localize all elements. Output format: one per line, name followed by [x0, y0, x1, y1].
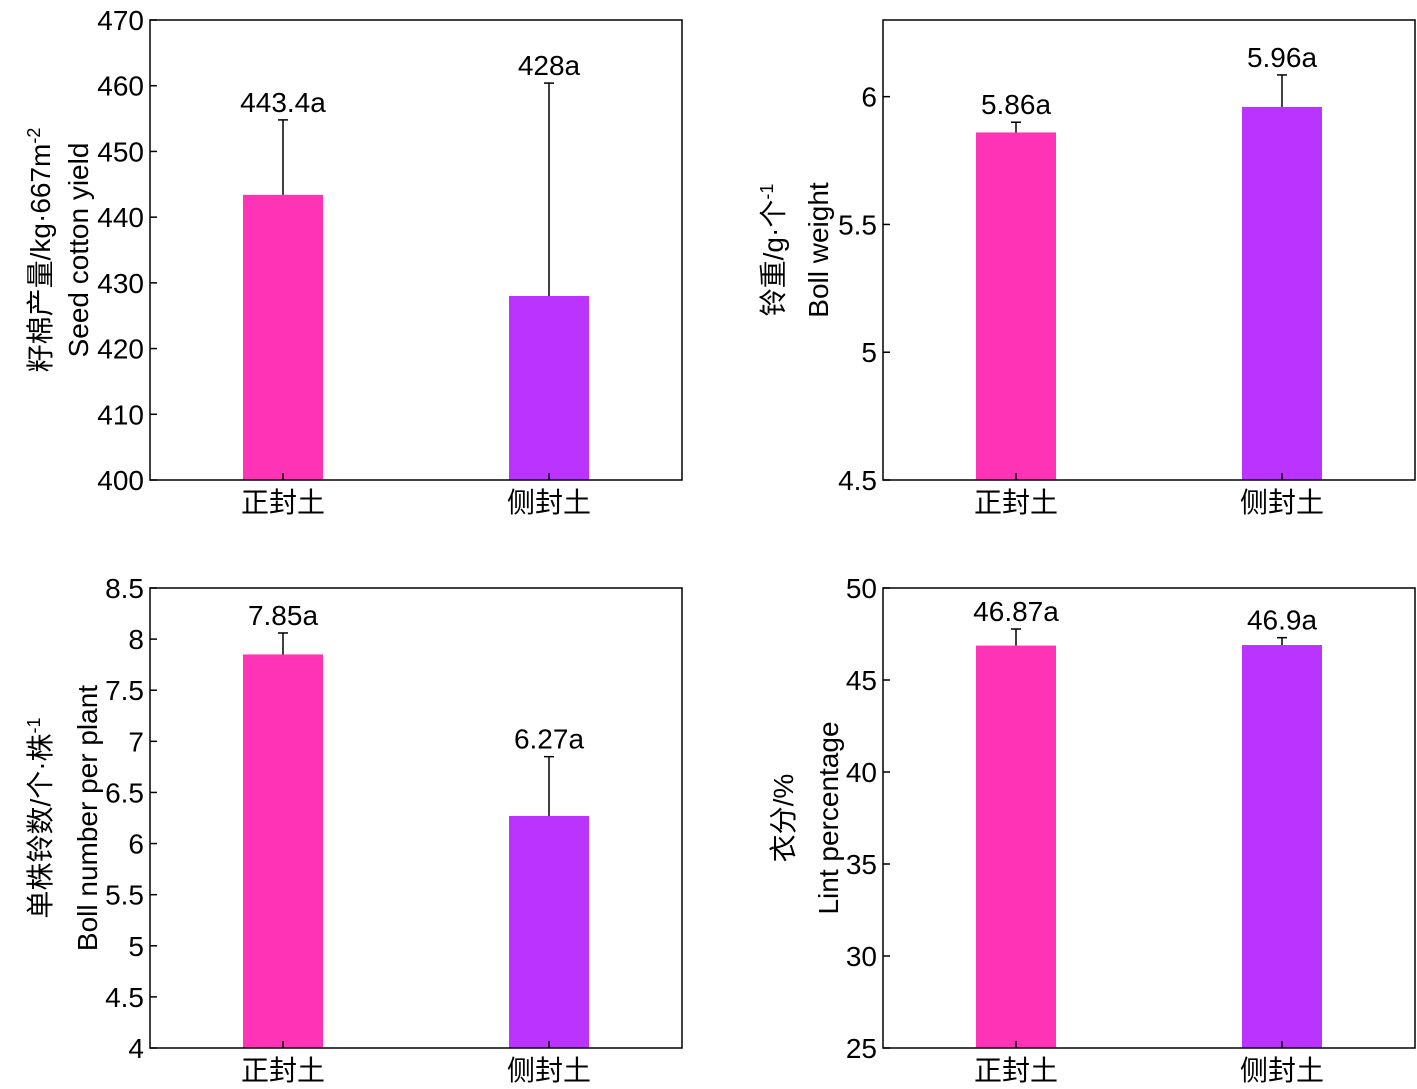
y-tick-label: 440: [97, 202, 144, 233]
plot-frame: [882, 587, 1416, 1049]
error-bar-2: [1277, 636, 1287, 646]
y-axis-title-en: Seed cotton yield: [63, 143, 94, 358]
y-tick-label: 30: [846, 941, 877, 972]
data-label-1: 443.4a: [240, 87, 326, 118]
y-axis-title-cn: 衣分/%: [768, 774, 799, 863]
y-axis-title-cn: 籽棉产量/kg·667m-2: [24, 128, 56, 373]
bar-2: [1242, 645, 1322, 1048]
y-tick-label: 400: [97, 465, 144, 496]
y-tick-label: 5.5: [105, 880, 144, 911]
bar-1: [243, 654, 323, 1048]
data-label-2: 428a: [518, 50, 581, 81]
bar-2: [509, 815, 589, 1048]
y-tick-label: 6: [861, 82, 877, 113]
y-tick-label: 5: [861, 337, 877, 368]
y-tick-label: 420: [97, 334, 144, 365]
y-tick-label: 45: [846, 665, 877, 696]
y-tick-label: 450: [97, 136, 144, 167]
chart-panel-3: 7.85a 6.27a 4 4.5 5 5.5 6 6.5 7 7.5 8 8.5 正封土 侧封土 单株铃数…: [24, 573, 683, 1086]
y-tick-label: 35: [846, 849, 877, 880]
data-label-2: 6.27a: [514, 724, 584, 755]
x-tick-label: 正封土: [241, 1055, 325, 1086]
chart-panel-4: 46.87a 46.9a 25 30 35 40 45 50 正封土 侧封土 衣分/% Lint pe…: [768, 573, 1416, 1086]
bar-1: [976, 132, 1056, 480]
error-bar-2: [544, 755, 554, 816]
y-tick-label: 25: [846, 1033, 877, 1064]
y-tick-label: 4.5: [838, 465, 877, 496]
plot-frame: [149, 587, 683, 1049]
data-label-2: 46.9a: [1247, 605, 1317, 636]
y-tick-label: 470: [97, 5, 144, 36]
y-tick-label: 5.5: [838, 209, 877, 240]
y-axis-title-en: Lint percentage: [813, 721, 844, 914]
y-tick-label: 4: [128, 1033, 144, 1064]
y-axis-title-en: Boll number per plant: [72, 685, 103, 951]
chart-panel-1: 443.4a 428a 400 410 420 430 440 450 460 470 正封土 侧封土…: [24, 5, 683, 518]
error-bar-2: [1277, 74, 1287, 107]
y-tick-label: 7: [128, 726, 144, 757]
error-bar-1: [1011, 628, 1021, 646]
y-tick-label: 460: [97, 71, 144, 102]
y-tick-label: 6.5: [105, 777, 144, 808]
y-tick-label: 4.5: [105, 982, 144, 1013]
error-bar-2: [544, 82, 554, 296]
data-label-2: 5.96a: [1247, 42, 1317, 73]
y-tick-label: 8: [128, 624, 144, 655]
y-tick-label: 40: [846, 757, 877, 788]
y-tick-label: 430: [97, 268, 144, 299]
error-bar-1: [278, 119, 288, 195]
data-label-1: 5.86a: [981, 89, 1051, 120]
y-tick-label: 6: [128, 829, 144, 860]
y-tick-label: 8.5: [105, 573, 144, 604]
y-axis-title-cn: 单株铃数/个·株-1: [24, 717, 56, 918]
y-tick-label: 50: [846, 573, 877, 604]
x-tick-label: 正封土: [974, 487, 1058, 518]
x-tick-label: 正封土: [241, 487, 325, 518]
bar-2: [509, 296, 589, 480]
y-tick-label: 5: [128, 931, 144, 962]
y-tick-label: 7.5: [105, 675, 144, 706]
x-tick-label: 侧封土: [1240, 487, 1324, 518]
y-axis-title-en: Boll weight: [803, 182, 834, 318]
data-label-1: 7.85a: [248, 600, 318, 631]
bar-1: [976, 645, 1056, 1048]
x-tick-label: 侧封土: [507, 1055, 591, 1086]
error-bar-1: [1011, 121, 1021, 133]
chart-panel-2: 5.86a 5.96a 4.5 5 5.5 6 正封土 侧封土 铃重/g·个-1 Boll wei…: [757, 19, 1416, 518]
x-tick-label: 侧封土: [507, 487, 591, 518]
bar-2: [1242, 106, 1322, 480]
plot-frame: [149, 19, 683, 481]
y-tick-label: 410: [97, 399, 144, 430]
x-tick-label: 侧封土: [1240, 1055, 1324, 1086]
data-label-1: 46.87a: [973, 596, 1059, 627]
bar-1: [243, 194, 323, 481]
y-axis-title-cn: 铃重/g·个-1: [757, 184, 789, 317]
x-tick-label: 正封土: [974, 1055, 1058, 1086]
error-bar-1: [278, 632, 288, 655]
plot-frame: [882, 19, 1416, 481]
